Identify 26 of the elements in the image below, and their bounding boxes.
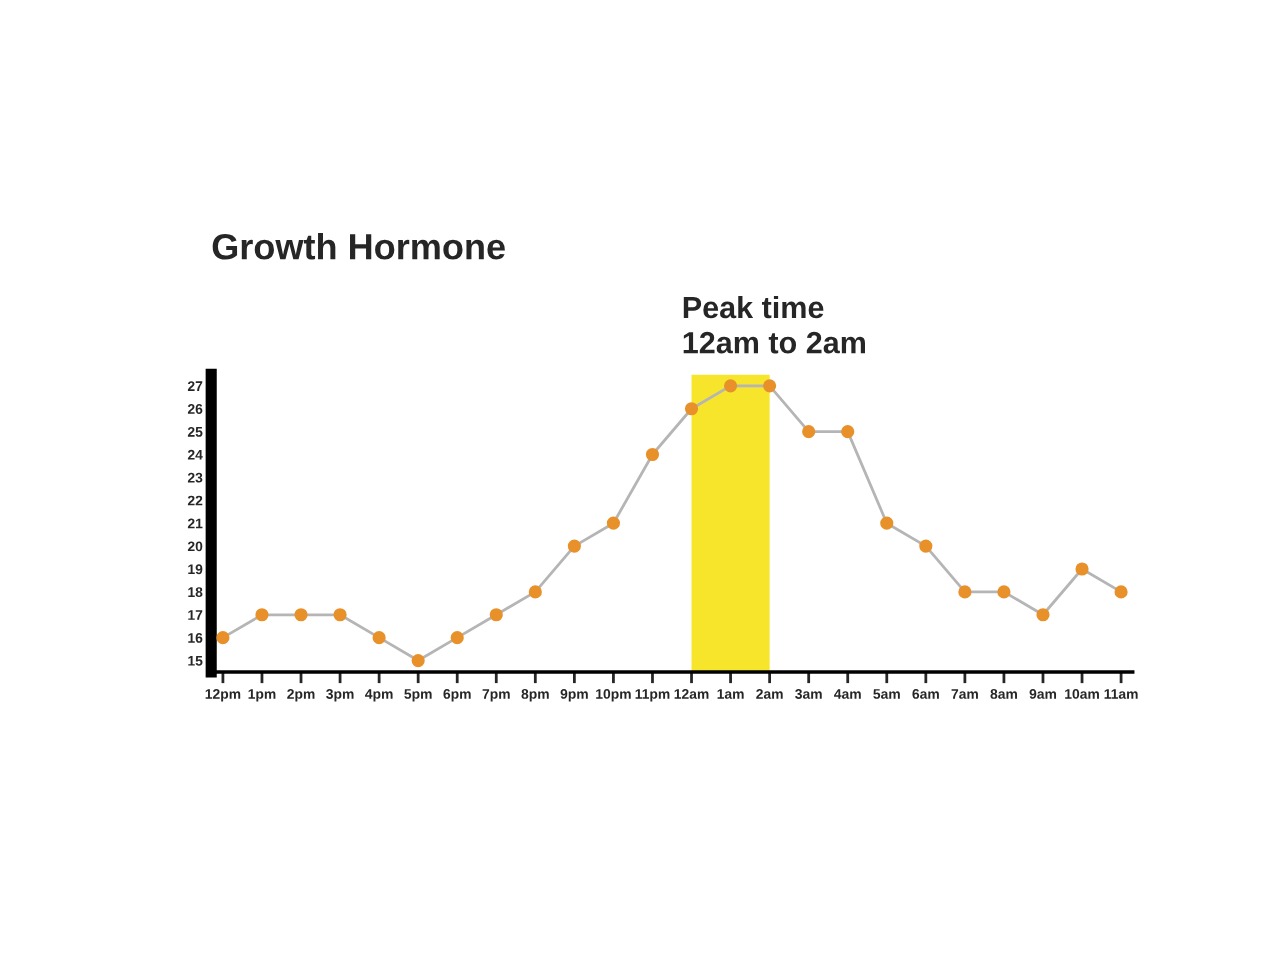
point (684, 402, 699, 416)
point (802, 425, 816, 439)
point (841, 425, 855, 439)
point (997, 585, 1011, 599)
point (216, 631, 230, 645)
point (1036, 608, 1050, 622)
point (567, 539, 581, 553)
point (1075, 562, 1089, 576)
point (645, 447, 660, 462)
point (606, 516, 621, 530)
point (450, 631, 464, 645)
chart-title: Growth Hormone (212, 233, 505, 260)
point (880, 516, 894, 530)
point (333, 608, 347, 622)
point (294, 608, 308, 622)
point (489, 608, 503, 622)
point (372, 631, 386, 645)
point (958, 585, 972, 599)
point (255, 608, 269, 622)
point (763, 379, 777, 393)
point (919, 539, 933, 553)
point (528, 585, 542, 599)
point (723, 379, 738, 393)
band-label: Peak time 12am to 2am (683, 295, 865, 354)
point (1114, 585, 1128, 599)
point (411, 653, 425, 668)
